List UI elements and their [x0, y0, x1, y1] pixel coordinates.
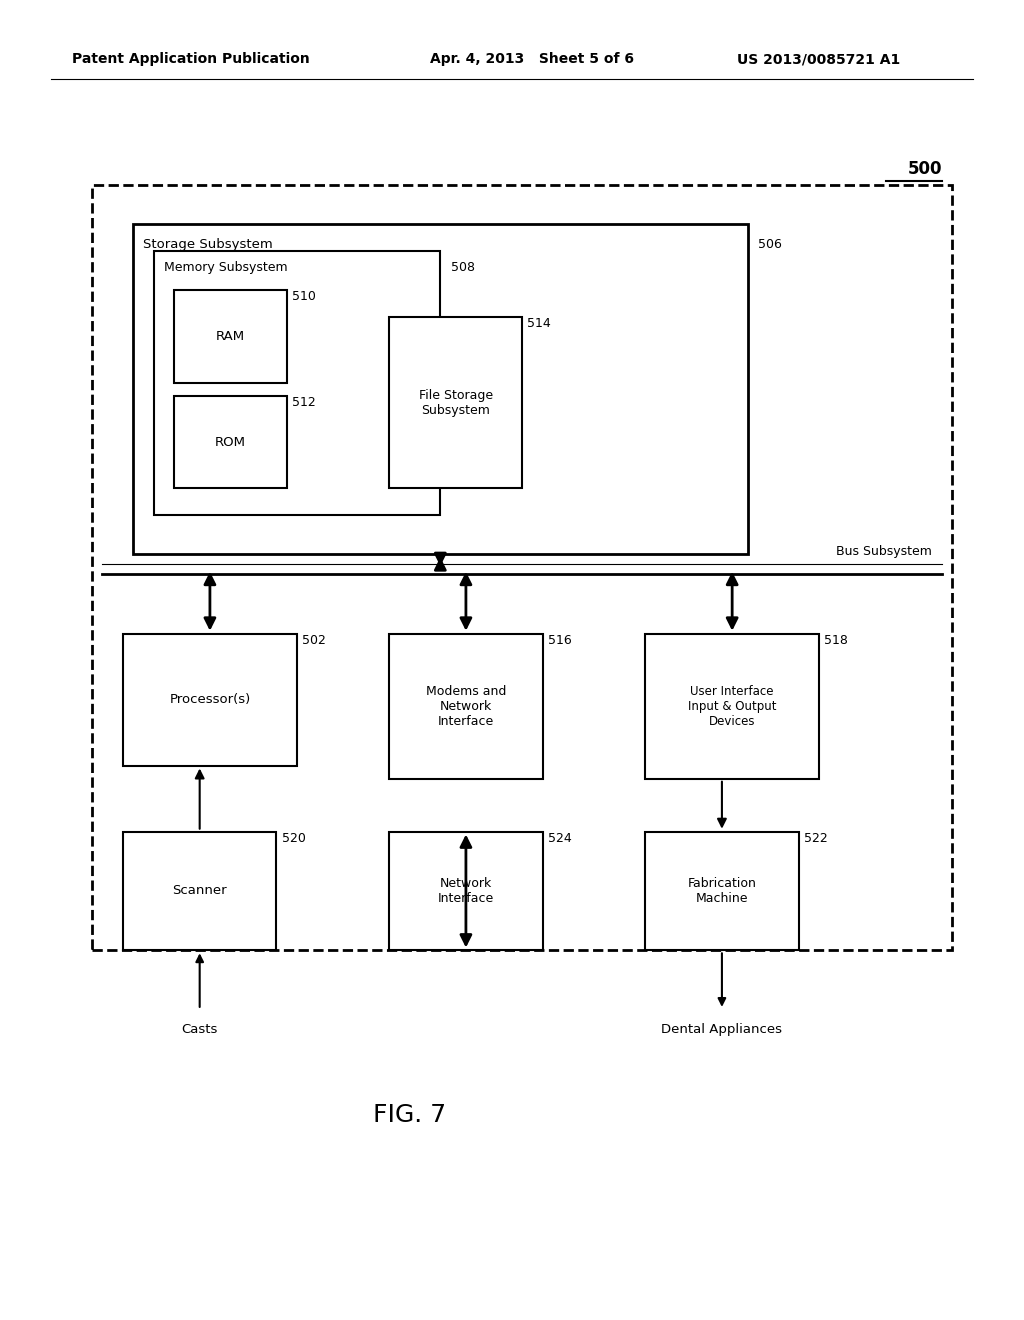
Text: Storage Subsystem: Storage Subsystem — [143, 238, 273, 251]
Text: 512: 512 — [292, 396, 315, 409]
Text: Memory Subsystem: Memory Subsystem — [164, 261, 288, 275]
Text: 510: 510 — [292, 290, 315, 304]
Text: RAM: RAM — [216, 330, 245, 343]
FancyBboxPatch shape — [123, 634, 297, 766]
FancyBboxPatch shape — [389, 634, 543, 779]
Text: FIG. 7: FIG. 7 — [373, 1104, 446, 1127]
Text: User Interface
Input & Output
Devices: User Interface Input & Output Devices — [688, 685, 776, 727]
Text: 516: 516 — [548, 634, 571, 647]
FancyBboxPatch shape — [174, 396, 287, 488]
Text: Processor(s): Processor(s) — [169, 693, 251, 706]
Text: 502: 502 — [302, 634, 326, 647]
Text: 508: 508 — [451, 261, 474, 275]
FancyBboxPatch shape — [389, 832, 543, 950]
FancyBboxPatch shape — [133, 224, 748, 554]
Text: Dental Appliances: Dental Appliances — [662, 1023, 782, 1036]
Text: Patent Application Publication: Patent Application Publication — [72, 53, 309, 66]
Text: 520: 520 — [282, 832, 305, 845]
FancyBboxPatch shape — [174, 290, 287, 383]
FancyBboxPatch shape — [389, 317, 522, 488]
Text: 506: 506 — [758, 238, 781, 251]
Text: 518: 518 — [824, 634, 848, 647]
Text: ROM: ROM — [215, 436, 246, 449]
Text: Bus Subsystem: Bus Subsystem — [836, 545, 932, 558]
FancyBboxPatch shape — [154, 251, 440, 515]
Text: Modems and
Network
Interface: Modems and Network Interface — [426, 685, 506, 727]
Text: File Storage
Subsystem: File Storage Subsystem — [419, 388, 493, 417]
FancyBboxPatch shape — [645, 634, 819, 779]
Text: Casts: Casts — [181, 1023, 218, 1036]
Text: US 2013/0085721 A1: US 2013/0085721 A1 — [737, 53, 900, 66]
Text: 514: 514 — [527, 317, 551, 330]
Text: 524: 524 — [548, 832, 571, 845]
Text: Scanner: Scanner — [172, 884, 227, 898]
Text: Network
Interface: Network Interface — [438, 876, 494, 906]
Text: 500: 500 — [907, 160, 942, 178]
Text: 522: 522 — [804, 832, 827, 845]
Text: Fabrication
Machine: Fabrication Machine — [687, 876, 757, 906]
FancyBboxPatch shape — [645, 832, 799, 950]
FancyBboxPatch shape — [123, 832, 276, 950]
Text: Apr. 4, 2013   Sheet 5 of 6: Apr. 4, 2013 Sheet 5 of 6 — [430, 53, 634, 66]
